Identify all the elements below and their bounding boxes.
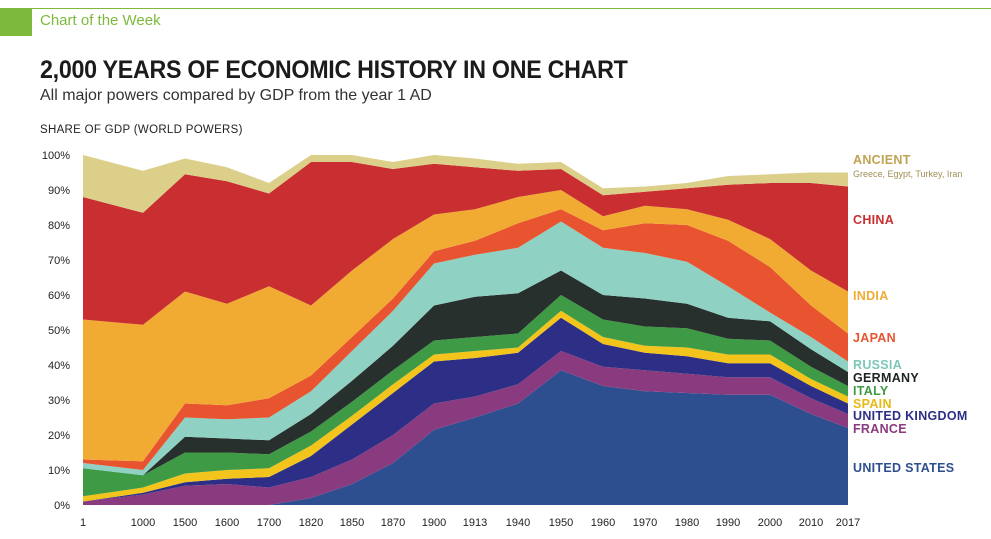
- legend-japan: JAPAN: [853, 331, 896, 345]
- x-tick-label: 1500: [173, 517, 197, 529]
- y-axis-label: SHARE OF GDP (WORLD POWERS): [40, 124, 243, 136]
- y-axis-ticks: 0% 10% 20% 30% 40% 50% 60% 70% 80% 90% 100%: [42, 150, 70, 512]
- x-tick-label: 1960: [591, 517, 615, 529]
- top-banner: Chart of the Week: [0, 0, 991, 40]
- x-tick-label: 1820: [299, 517, 323, 529]
- y-tick-label: 0%: [54, 500, 70, 512]
- x-tick-label: 1: [80, 517, 86, 529]
- x-tick-label: 1850: [340, 517, 364, 529]
- y-tick-label: 90%: [48, 185, 70, 197]
- area-spain: [83, 310, 848, 502]
- y-tick-label: 50%: [48, 325, 70, 337]
- area-japan: [83, 209, 848, 471]
- banner-rule: [32, 8, 991, 9]
- x-tick-label: 1000: [131, 517, 155, 529]
- y-tick-label: 70%: [48, 255, 70, 267]
- x-tick-label: 2010: [799, 517, 823, 529]
- x-tick-label: 2017: [836, 517, 860, 529]
- section-label: Chart of the Week: [40, 12, 161, 29]
- x-tick-label: 1990: [716, 517, 740, 529]
- legend-ancient: ANCIENT: [853, 153, 911, 167]
- legend-russia: RUSSIA: [853, 358, 902, 372]
- x-tick-label: 2000: [758, 517, 782, 529]
- y-tick-label: 100%: [42, 150, 70, 162]
- x-tick-label: 1700: [257, 517, 281, 529]
- x-tick-label: 1600: [215, 517, 239, 529]
- y-tick-label: 20%: [48, 430, 70, 442]
- area-china: [83, 162, 848, 325]
- area-united-states: [83, 370, 848, 505]
- x-axis-ticks: 1 1000 1500 1600 1700 1820 1850 1870 1900 1913 194…: [80, 517, 860, 529]
- y-tick-label: 30%: [48, 395, 70, 407]
- y-tick-label: 80%: [48, 220, 70, 232]
- legend: ANCIENT Greece, Egypt, Turkey, Iran CHINA I…: [853, 153, 968, 475]
- legend-italy: ITALY: [853, 384, 889, 398]
- area-india: [83, 190, 848, 462]
- chart-subtitle: All major powers compared by GDP from th…: [40, 87, 432, 104]
- x-tick-label: 1913: [463, 517, 487, 529]
- banner-accent-block: [0, 8, 32, 36]
- x-tick-label: 1980: [675, 517, 699, 529]
- legend-ancient-sublabel: Greece, Egypt, Turkey, Iran: [853, 169, 962, 179]
- area-france: [83, 351, 848, 505]
- legend-india: INDIA: [853, 289, 889, 303]
- x-tick-label: 1970: [633, 517, 657, 529]
- area-russia: [83, 221, 848, 476]
- chart-title: 2,000 YEARS OF ECONOMIC HISTORY IN ONE C…: [40, 56, 628, 84]
- area-italy: [83, 295, 848, 497]
- x-tick-label: 1950: [549, 517, 573, 529]
- legend-united-kingdom: UNITED KINGDOM: [853, 409, 968, 423]
- area-ancient: [83, 155, 848, 213]
- area-germany: [83, 270, 848, 476]
- legend-france: FRANCE: [853, 422, 907, 436]
- legend-china: CHINA: [853, 213, 894, 227]
- area-united-kingdom: [83, 317, 848, 502]
- x-tick-label: 1940: [506, 517, 530, 529]
- x-tick-label: 1870: [381, 517, 405, 529]
- legend-united-states: UNITED STATES: [853, 461, 954, 475]
- x-tick-label: 1900: [422, 517, 446, 529]
- y-tick-label: 60%: [48, 290, 70, 302]
- y-tick-label: 40%: [48, 360, 70, 372]
- y-tick-label: 10%: [48, 465, 70, 477]
- legend-spain: SPAIN: [853, 397, 892, 411]
- legend-germany: GERMANY: [853, 371, 919, 385]
- stacked-areas: [83, 155, 848, 505]
